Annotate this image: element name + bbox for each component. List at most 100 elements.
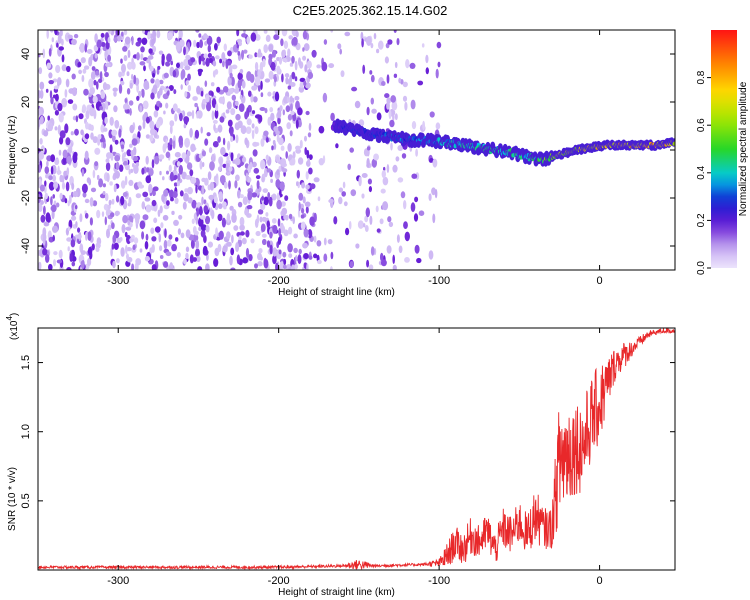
spectrogram-cell <box>350 189 357 197</box>
spectrogram-cell <box>226 241 232 247</box>
spectrogram-cell <box>195 248 200 257</box>
spectrogram-cell <box>167 32 173 41</box>
spectrogram-cell <box>263 130 269 137</box>
spectrogram-cell <box>342 181 346 189</box>
spectrogram-cell <box>83 88 89 96</box>
spectrogram-cell <box>231 64 238 70</box>
spectrogram-cell <box>84 133 90 140</box>
spectrogram-cell <box>44 180 47 187</box>
spectrogram-cell <box>273 34 280 41</box>
spectrogram-cell <box>190 239 195 249</box>
spectrogram-cell <box>222 112 226 118</box>
spectrogram-cell <box>194 102 198 108</box>
spectrogram-cell <box>248 90 252 97</box>
spectrogram-cell <box>313 235 317 243</box>
snr-frame <box>37 327 676 571</box>
spectrogram-cell <box>262 238 267 246</box>
spectrogram-cell <box>264 78 271 83</box>
spectrogram-cell <box>402 95 408 102</box>
spectrogram-cell <box>110 212 115 218</box>
spectrogram-cell <box>138 39 142 44</box>
spectrogram-cell <box>153 217 158 224</box>
spectrogram-cell <box>227 50 232 57</box>
spectrogram-cell <box>227 76 232 86</box>
spectrogram-cell <box>266 168 272 173</box>
spectrogram-cell <box>68 194 72 204</box>
spectrogram-cell <box>300 221 306 231</box>
spectrogram-cell <box>305 171 309 180</box>
spectrogram-cell <box>146 167 150 173</box>
spectrogram-cell <box>156 30 161 39</box>
spectrogram-cell <box>141 89 145 98</box>
spectrogram-cell <box>317 259 322 265</box>
spectrogram-cell <box>366 106 370 116</box>
spectrogram-cell <box>104 193 109 202</box>
spectrogram-cell <box>76 234 82 240</box>
spectrogram-cell <box>131 35 134 46</box>
spectrogram-cell <box>50 165 54 175</box>
spectrogram-cell <box>364 225 369 232</box>
spectrogram-cell <box>142 30 145 34</box>
spectrogram-cell <box>300 203 304 210</box>
spectrogram-cell <box>387 39 393 45</box>
spectrogram-cell <box>185 80 189 86</box>
spectrogram-cell <box>66 267 72 270</box>
spectrogram-cell <box>212 141 219 148</box>
spectrogram-cell <box>100 91 106 99</box>
spectrogram-cell <box>230 76 235 87</box>
spectrogram-cell <box>279 181 285 192</box>
spectrogram-cell <box>229 255 233 266</box>
spectrogram-cell <box>129 82 133 89</box>
spectrogram-cell <box>398 245 403 254</box>
spectrogram-cell <box>172 191 178 198</box>
spectrogram-cell <box>153 110 159 118</box>
spectrogram-cell <box>301 207 305 214</box>
spectrogram-cell <box>219 116 225 123</box>
spectrogram-cell <box>295 145 301 151</box>
spectrogram-cell <box>414 196 419 203</box>
spectrogram-cell <box>260 80 263 91</box>
spectrogram-cell <box>189 169 194 177</box>
spectrogram-cell <box>196 207 200 217</box>
spectrogram-cell <box>301 182 306 189</box>
spectrogram-cell <box>291 264 295 270</box>
spectrogram-cell <box>333 216 338 225</box>
spectrogram-cell <box>124 98 128 103</box>
spectrogram-cell <box>261 233 267 238</box>
spectrogram-cell <box>99 106 103 111</box>
spectrogram-cell <box>366 146 371 151</box>
spectrogram-cell <box>86 177 91 184</box>
spectrogram-cell <box>185 175 192 180</box>
spectrogram-cell <box>283 40 289 49</box>
spectrogram-cell <box>38 151 45 160</box>
spectrogram-cell <box>365 207 370 218</box>
spectrogram-cell <box>239 216 245 227</box>
spectrogram-cell <box>261 196 265 201</box>
spectrogram-cell <box>97 138 101 146</box>
spectrogram-cell <box>269 231 273 239</box>
spectrogram-cell <box>266 240 271 248</box>
spectrogram-cell <box>120 58 123 64</box>
spectrogram-cell <box>272 140 276 145</box>
spectrogram-cell <box>143 65 146 72</box>
spectrogram-cell <box>330 266 333 270</box>
spectrogram-cell <box>65 137 71 146</box>
spectrogram-cell <box>298 192 304 201</box>
spectrogram-cell <box>148 48 153 54</box>
spectrogram-cell <box>180 232 185 239</box>
snr-ytick-label: 1.5 <box>20 355 32 370</box>
spectrogram-cell <box>118 128 122 138</box>
spectrogram-cell <box>58 46 64 51</box>
snr-ytick-label: 0.5 <box>20 493 32 508</box>
spectrogram-cell <box>131 151 134 160</box>
spectrogram-cell <box>149 65 154 72</box>
spectrogram-cell <box>197 266 203 270</box>
spectrogram-cell <box>163 189 169 197</box>
spectrogram-cell <box>138 90 142 98</box>
spectrogram-cell <box>73 33 79 39</box>
spectrogram-cell <box>65 181 70 192</box>
spectrogram-cell <box>211 153 215 161</box>
spectrogram-cell <box>85 231 88 241</box>
spectrogram-cell <box>316 240 322 247</box>
spectrogram-cell <box>57 165 60 176</box>
